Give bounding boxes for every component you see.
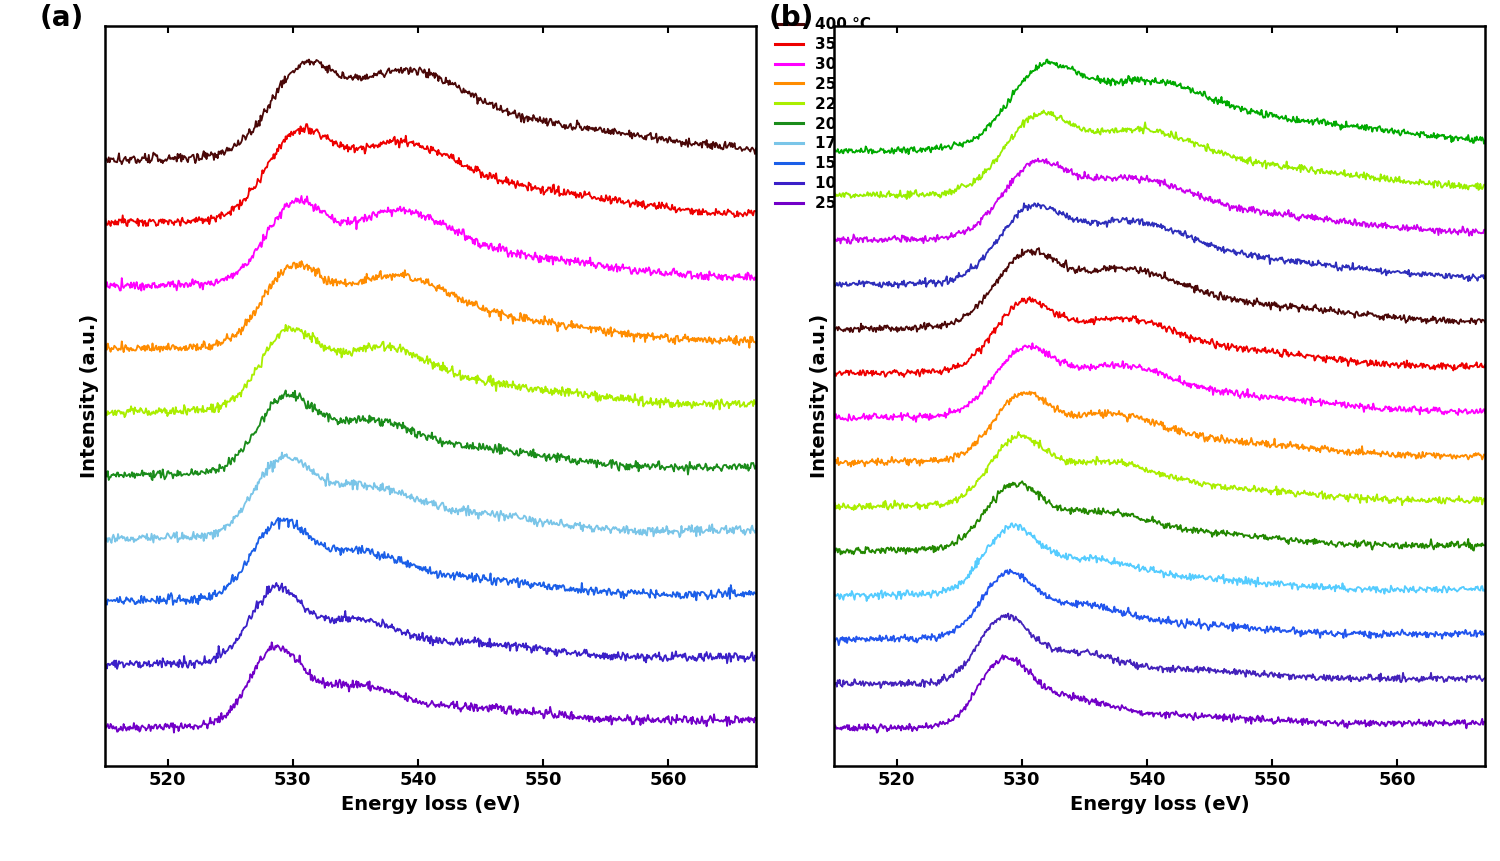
Legend: 400°C, 350°C, 300°C, 250°C, 200°C, 150°C, 140°C, 130°C, 120°C, 110°C, 100°C, 80°: 400°C, 350°C, 300°C, 250°C, 200°C, 150°C… [1498,11,1500,273]
X-axis label: Energy loss (eV): Energy loss (eV) [1070,795,1250,814]
Legend: 400 °C, 350 °C, 300 °C, 250 °C, 225 °C, 200 °C, 175 °C, 150 °C, 100 °C, 25 °C: 400 °C, 350 °C, 300 °C, 250 °C, 225 °C, … [770,11,877,217]
Y-axis label: Intensity (a.u.): Intensity (a.u.) [810,314,828,478]
Text: (a): (a) [40,3,84,32]
Text: (b): (b) [770,3,814,32]
X-axis label: Energy loss (eV): Energy loss (eV) [340,795,520,814]
Y-axis label: Intensity (a.u.): Intensity (a.u.) [81,314,99,478]
